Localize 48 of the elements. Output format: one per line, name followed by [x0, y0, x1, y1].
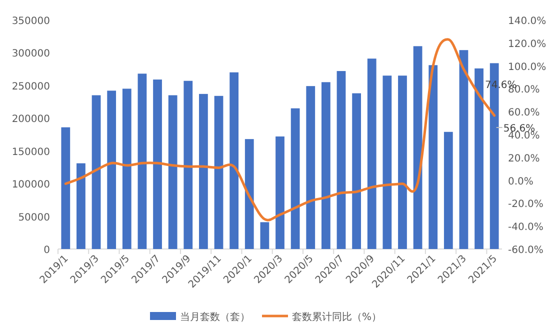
bar: [184, 80, 193, 249]
y2-tick-label: 100.0%: [508, 62, 546, 73]
y2-tick-label: 140.0%: [508, 16, 546, 27]
y2-tick-label: -40.0%: [508, 222, 544, 234]
bar: [107, 90, 116, 249]
bar: [214, 96, 224, 249]
y2-tick-label: 20.0%: [508, 153, 540, 164]
bar: [444, 132, 453, 249]
y2-tick-label: 60.0%: [508, 108, 540, 119]
y-tick-label: 100000: [12, 180, 50, 191]
bar: [276, 136, 284, 249]
bar: [306, 86, 316, 249]
bar: [92, 95, 101, 249]
y-tick-label: 0: [44, 245, 50, 256]
legend-label: 当月套数（套）: [180, 311, 250, 323]
y2-tick-label: -60.0%: [508, 245, 544, 256]
bar: [199, 94, 208, 249]
bar: [168, 95, 178, 249]
y-tick-label: 300000: [12, 48, 50, 60]
y-tick-label: 350000: [12, 16, 50, 27]
bar: [428, 65, 438, 249]
y2-tick-label: 40.0%: [508, 130, 540, 142]
bar: [230, 72, 239, 249]
bar: [61, 127, 70, 249]
bar: [76, 163, 86, 249]
bar: [321, 82, 330, 249]
bar: [413, 46, 422, 249]
bar: [367, 58, 376, 249]
y-tick-label: 250000: [12, 81, 50, 92]
y-tick-label: 150000: [12, 146, 50, 158]
y2-tick-label: 0.0%: [508, 176, 534, 188]
bar: [474, 68, 484, 249]
y2-tick-label: 120.0%: [508, 38, 546, 50]
bar: [336, 71, 346, 249]
y-tick-label: 50000: [18, 212, 50, 224]
bar: [153, 80, 162, 249]
bar: [260, 222, 270, 249]
bar: [122, 88, 132, 249]
bar: [244, 139, 254, 249]
bar: [352, 93, 361, 249]
bar: [382, 76, 392, 249]
y-tick-label: 200000: [12, 114, 50, 126]
bar: [398, 76, 407, 249]
legend-label: 套数累计同比（%）: [292, 311, 382, 323]
bar: [459, 50, 468, 249]
bar: [138, 74, 147, 249]
y2-tick-label: -20.0%: [508, 199, 544, 210]
bar: [290, 108, 300, 249]
